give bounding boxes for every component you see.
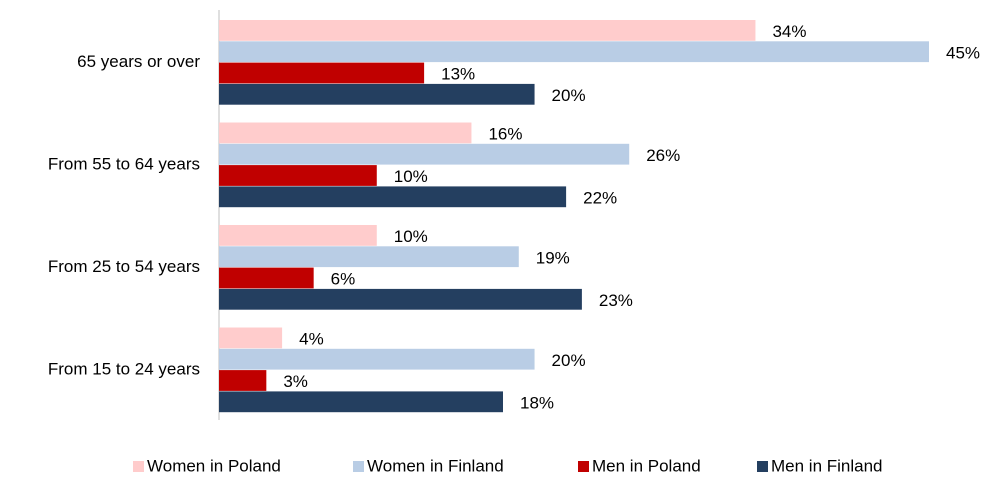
data-label: 10%	[394, 167, 428, 186]
data-label: 10%	[394, 227, 428, 246]
legend-swatch	[353, 461, 364, 472]
data-label: 13%	[441, 65, 475, 84]
legend-swatch	[757, 461, 768, 472]
data-label: 23%	[599, 291, 633, 310]
bar	[219, 165, 377, 186]
bar	[219, 41, 929, 63]
bar	[219, 186, 567, 208]
data-label: 3%	[283, 372, 308, 391]
category-label: From 15 to 24 years	[48, 360, 200, 379]
data-label: 22%	[583, 189, 617, 208]
legend-label: Men in Poland	[592, 456, 701, 475]
bar	[219, 143, 630, 165]
bar	[219, 391, 503, 413]
data-label: 20%	[552, 86, 586, 105]
data-label: 18%	[520, 394, 554, 413]
bar	[219, 20, 756, 41]
category-label: From 25 to 54 years	[48, 257, 200, 276]
bar	[219, 83, 535, 105]
bar	[219, 370, 267, 391]
bar	[219, 267, 314, 289]
bar	[219, 122, 472, 144]
bar	[219, 225, 377, 246]
legend-swatch	[133, 461, 144, 472]
bar	[219, 327, 283, 349]
data-label: 34%	[772, 22, 806, 41]
bar	[219, 62, 425, 84]
bar	[219, 348, 535, 370]
data-label: 26%	[646, 146, 680, 165]
bar	[219, 288, 582, 310]
data-label: 19%	[536, 248, 570, 267]
data-label: 45%	[946, 43, 980, 62]
legend-label: Women in Poland	[147, 456, 281, 475]
legend-label: Men in Finland	[771, 456, 883, 475]
legend-label: Women in Finland	[367, 456, 504, 475]
bar	[219, 246, 519, 268]
data-label: 20%	[552, 351, 586, 370]
data-label: 6%	[331, 270, 356, 289]
legend-swatch	[578, 461, 589, 472]
category-label: 65 years or over	[77, 52, 200, 71]
data-label: 16%	[488, 125, 522, 144]
category-label: From 55 to 64 years	[48, 155, 200, 174]
data-label: 4%	[299, 330, 324, 349]
